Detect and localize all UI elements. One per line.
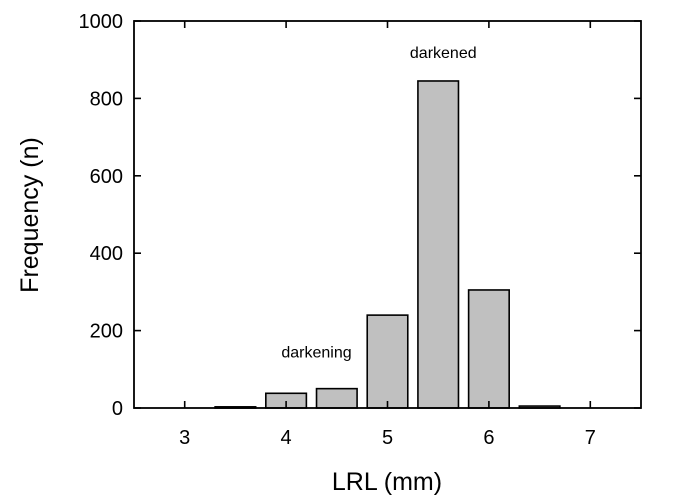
x-tick-label: 3 — [179, 427, 190, 449]
annotation-label: darkening — [281, 345, 351, 362]
axis-ticks — [134, 20, 641, 409]
annotations: darkening darkened — [281, 45, 476, 362]
x-tick-label: 4 — [281, 427, 292, 449]
annotation-label: darkened — [410, 45, 477, 62]
y-tick-label: 1000 — [79, 11, 124, 33]
bar — [315, 387, 358, 409]
bars-group — [214, 80, 561, 409]
bar — [467, 289, 510, 409]
y-tick-label: 800 — [90, 88, 123, 110]
x-tick-label: 6 — [483, 427, 494, 449]
y-tick-label: 200 — [90, 321, 123, 343]
bar — [417, 80, 460, 409]
y-tick-label: 0 — [112, 398, 123, 420]
x-tick-label: 5 — [382, 427, 393, 449]
x-tick-label: 7 — [585, 427, 596, 449]
x-axis-title: LRL (mm) — [332, 468, 442, 496]
y-axis-title: Frequency (n) — [16, 137, 44, 293]
y-tick-label: 400 — [90, 243, 123, 265]
y-tick-label: 600 — [90, 166, 123, 188]
bar — [366, 314, 409, 409]
tick-labels: 3 4 5 6 7 0 200 400 600 800 1000 — [79, 11, 596, 449]
